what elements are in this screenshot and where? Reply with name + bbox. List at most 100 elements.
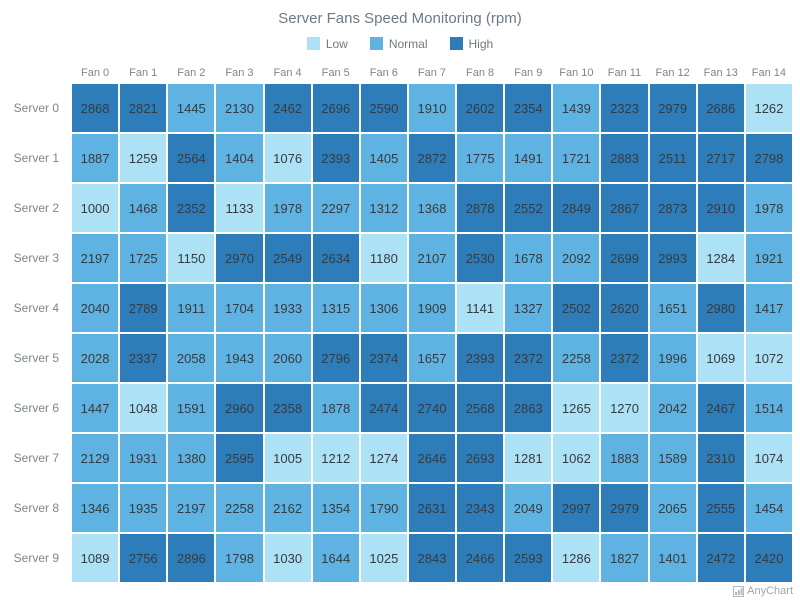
heatmap-cell-r8-c3[interactable]: 2258 <box>216 484 263 532</box>
heatmap-cell-r1-c8[interactable]: 1775 <box>457 134 504 182</box>
heatmap-cell-r7-c13[interactable]: 2310 <box>697 434 744 482</box>
heatmap-cell-r4-c8[interactable]: 1141 <box>457 284 504 332</box>
heatmap-cell-r6-c8[interactable]: 2568 <box>457 384 504 432</box>
heatmap-cell-r4-c10[interactable]: 2502 <box>553 284 600 332</box>
heatmap-cell-r6-c3[interactable]: 2960 <box>216 384 263 432</box>
heatmap-cell-r0-c3[interactable]: 2130 <box>216 84 263 132</box>
heatmap-cell-r9-c1[interactable]: 2756 <box>120 534 167 582</box>
heatmap-cell-r3-c2[interactable]: 1150 <box>168 234 215 282</box>
heatmap-cell-r5-c7[interactable]: 1657 <box>408 334 456 382</box>
heatmap-cell-r9-c3[interactable]: 1798 <box>216 534 263 582</box>
heatmap-cell-r3-c0[interactable]: 2197 <box>72 234 119 282</box>
heatmap-cell-r6-c7[interactable]: 2740 <box>408 384 456 432</box>
heatmap-cell-r4-c12[interactable]: 1651 <box>649 284 696 332</box>
legend-item-normal[interactable]: Normal <box>369 37 428 51</box>
heatmap-cell-r6-c1[interactable]: 1048 <box>120 384 167 432</box>
heatmap-cell-r8-c14[interactable]: 1454 <box>745 484 792 532</box>
heatmap-cell-r7-c9[interactable]: 1281 <box>505 434 552 482</box>
heatmap-cell-r1-c13[interactable]: 2717 <box>697 134 744 182</box>
heatmap-cell-r5-c10[interactable]: 2258 <box>553 334 600 382</box>
heatmap-cell-r5-c12[interactable]: 1996 <box>649 334 696 382</box>
heatmap-cell-r3-c9[interactable]: 1678 <box>505 234 552 282</box>
heatmap-cell-r0-c0[interactable]: 2868 <box>72 84 119 132</box>
heatmap-cell-r0-c8[interactable]: 2602 <box>457 84 504 132</box>
heatmap-cell-r4-c11[interactable]: 2620 <box>601 284 648 332</box>
heatmap-cell-r1-c10[interactable]: 1721 <box>553 134 600 182</box>
heatmap-cell-r7-c2[interactable]: 1380 <box>168 434 215 482</box>
heatmap-cell-r1-c9[interactable]: 1491 <box>505 134 552 182</box>
heatmap-cell-r8-c0[interactable]: 1346 <box>72 484 119 532</box>
heatmap-cell-r0-c9[interactable]: 2354 <box>505 84 552 132</box>
heatmap-cell-r3-c3[interactable]: 2970 <box>216 234 263 282</box>
heatmap-cell-r7-c1[interactable]: 1931 <box>120 434 167 482</box>
heatmap-cell-r7-c8[interactable]: 2693 <box>457 434 504 482</box>
heatmap-cell-r3-c8[interactable]: 2530 <box>457 234 504 282</box>
heatmap-cell-r6-c6[interactable]: 2474 <box>360 384 407 432</box>
heatmap-cell-r4-c4[interactable]: 1933 <box>264 284 311 332</box>
heatmap-cell-r8-c5[interactable]: 1354 <box>312 484 359 532</box>
heatmap-cell-r9-c4[interactable]: 1030 <box>264 534 311 582</box>
heatmap-cell-r7-c6[interactable]: 1274 <box>360 434 407 482</box>
heatmap-cell-r4-c6[interactable]: 1306 <box>360 284 407 332</box>
heatmap-cell-r4-c3[interactable]: 1704 <box>216 284 263 332</box>
heatmap-cell-r2-c8[interactable]: 2878 <box>457 184 504 232</box>
heatmap-cell-r2-c12[interactable]: 2873 <box>649 184 696 232</box>
heatmap-cell-r7-c7[interactable]: 2646 <box>408 434 456 482</box>
heatmap-cell-r5-c6[interactable]: 2374 <box>360 334 407 382</box>
heatmap-cell-r1-c4[interactable]: 1076 <box>264 134 311 182</box>
heatmap-cell-r6-c12[interactable]: 2042 <box>649 384 696 432</box>
heatmap-cell-r1-c6[interactable]: 1405 <box>360 134 407 182</box>
heatmap-cell-r4-c14[interactable]: 1417 <box>745 284 792 332</box>
heatmap-cell-r2-c11[interactable]: 2867 <box>601 184 648 232</box>
heatmap-cell-r9-c14[interactable]: 2420 <box>745 534 792 582</box>
heatmap-cell-r5-c3[interactable]: 1943 <box>216 334 263 382</box>
heatmap-cell-r0-c6[interactable]: 2590 <box>360 84 407 132</box>
heatmap-cell-r8-c8[interactable]: 2343 <box>457 484 504 532</box>
heatmap-cell-r4-c13[interactable]: 2980 <box>697 284 744 332</box>
heatmap-cell-r2-c1[interactable]: 1468 <box>120 184 167 232</box>
heatmap-cell-r5-c9[interactable]: 2372 <box>505 334 552 382</box>
heatmap-cell-r5-c14[interactable]: 1072 <box>745 334 792 382</box>
heatmap-cell-r1-c12[interactable]: 2511 <box>649 134 696 182</box>
heatmap-cell-r2-c6[interactable]: 1312 <box>360 184 407 232</box>
heatmap-cell-r3-c11[interactable]: 2699 <box>601 234 648 282</box>
heatmap-cell-r4-c7[interactable]: 1909 <box>408 284 456 332</box>
heatmap-cell-r3-c5[interactable]: 2634 <box>312 234 359 282</box>
heatmap-cell-r6-c4[interactable]: 2358 <box>264 384 311 432</box>
heatmap-cell-r9-c9[interactable]: 2593 <box>505 534 552 582</box>
heatmap-cell-r1-c1[interactable]: 1259 <box>120 134 167 182</box>
heatmap-cell-r5-c11[interactable]: 2372 <box>601 334 648 382</box>
heatmap-cell-r6-c9[interactable]: 2863 <box>505 384 552 432</box>
heatmap-cell-r2-c2[interactable]: 2352 <box>168 184 215 232</box>
heatmap-cell-r7-c3[interactable]: 2595 <box>216 434 263 482</box>
heatmap-cell-r3-c4[interactable]: 2549 <box>264 234 311 282</box>
heatmap-cell-r0-c10[interactable]: 1439 <box>553 84 600 132</box>
heatmap-cell-r2-c4[interactable]: 1978 <box>264 184 311 232</box>
heatmap-cell-r1-c3[interactable]: 1404 <box>216 134 263 182</box>
heatmap-cell-r1-c2[interactable]: 2564 <box>168 134 215 182</box>
heatmap-cell-r0-c14[interactable]: 1262 <box>745 84 792 132</box>
heatmap-cell-r9-c7[interactable]: 2843 <box>408 534 456 582</box>
heatmap-cell-r1-c5[interactable]: 2393 <box>312 134 359 182</box>
heatmap-cell-r2-c0[interactable]: 1000 <box>72 184 119 232</box>
heatmap-cell-r8-c11[interactable]: 2979 <box>601 484 648 532</box>
heatmap-cell-r7-c14[interactable]: 1074 <box>745 434 792 482</box>
heatmap-cell-r0-c1[interactable]: 2821 <box>120 84 167 132</box>
heatmap-cell-r2-c5[interactable]: 2297 <box>312 184 359 232</box>
heatmap-cell-r4-c0[interactable]: 2040 <box>72 284 119 332</box>
heatmap-cell-r2-c7[interactable]: 1368 <box>408 184 456 232</box>
heatmap-cell-r5-c4[interactable]: 2060 <box>264 334 311 382</box>
heatmap-cell-r6-c10[interactable]: 1265 <box>553 384 600 432</box>
heatmap-cell-r6-c2[interactable]: 1591 <box>168 384 215 432</box>
heatmap-cell-r7-c12[interactable]: 1589 <box>649 434 696 482</box>
heatmap-cell-r8-c13[interactable]: 2555 <box>697 484 744 532</box>
heatmap-cell-r7-c5[interactable]: 1212 <box>312 434 359 482</box>
heatmap-cell-r3-c10[interactable]: 2092 <box>553 234 600 282</box>
heatmap-cell-r3-c6[interactable]: 1180 <box>360 234 407 282</box>
heatmap-cell-r5-c2[interactable]: 2058 <box>168 334 215 382</box>
heatmap-cell-r9-c13[interactable]: 2472 <box>697 534 744 582</box>
heatmap-cell-r6-c14[interactable]: 1514 <box>745 384 792 432</box>
heatmap-cell-r1-c7[interactable]: 2872 <box>408 134 456 182</box>
heatmap-cell-r8-c2[interactable]: 2197 <box>168 484 215 532</box>
heatmap-cell-r5-c0[interactable]: 2028 <box>72 334 119 382</box>
